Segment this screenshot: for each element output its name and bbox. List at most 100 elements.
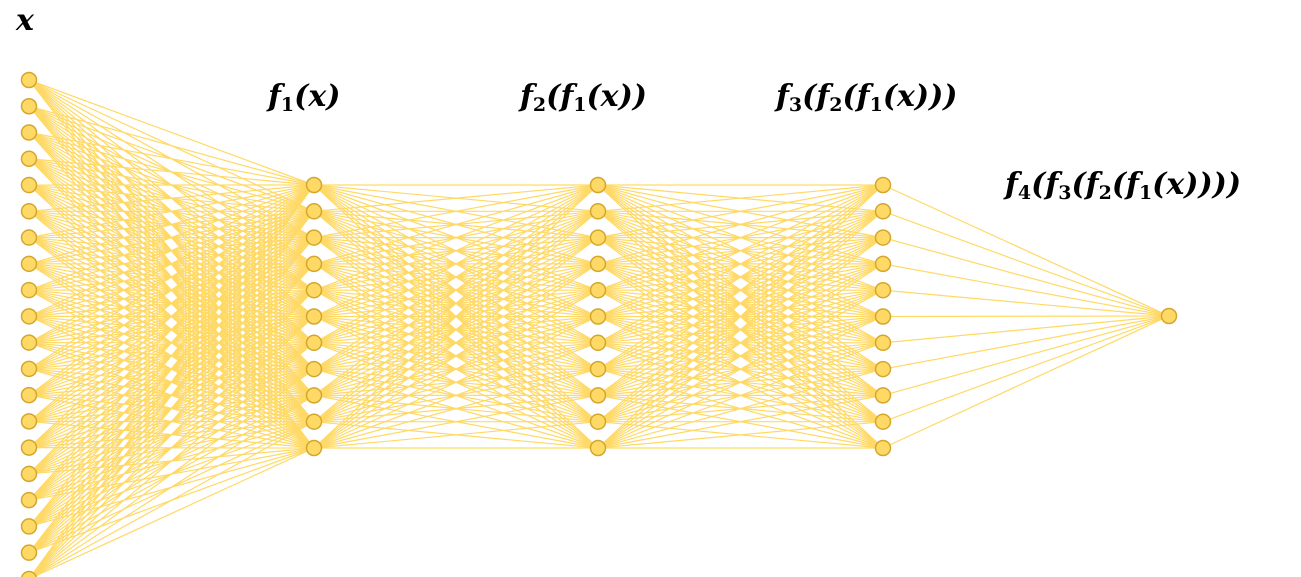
edge-input-17-to-hidden1-0: [28, 184, 315, 527]
edge-input-19-to-hidden1-6: [30, 342, 315, 577]
neuron-hidden2-10: [589, 439, 607, 457]
edge-hidden2-2-to-hidden3-0: [597, 184, 884, 239]
edge-input-8-to-hidden1-0: [28, 184, 315, 291]
edge-input-18-to-hidden1-0: [28, 184, 315, 554]
edge-input-19-to-hidden1-3: [29, 263, 315, 577]
neuron-input-6: [20, 229, 38, 246]
edge-hidden2-7-to-hidden3-0: [597, 184, 884, 370]
neuron-input-8: [20, 281, 38, 299]
neuron-hidden3-7: [874, 360, 892, 378]
edge-hidden1-10-to-hidden2-3: [313, 263, 599, 449]
edge-hidden2-6-to-hidden3-0: [597, 184, 884, 344]
edge-input-6-to-hidden1-0: [28, 184, 315, 239]
edge-input-19-to-hidden1-4: [30, 289, 315, 577]
edge-hidden3-6-to-output-0: [882, 315, 1170, 344]
edge-hidden1-5-to-hidden2-0: [313, 184, 599, 318]
edge-hidden1-8-to-hidden2-0: [313, 184, 599, 396]
edge-hidden1-6-to-hidden2-0: [313, 184, 599, 344]
edge-hidden1-10-to-hidden2-8: [313, 394, 599, 449]
neuron-hidden1-1: [305, 203, 323, 220]
neuron-hidden2-6: [589, 334, 607, 352]
edge-input-14-to-hidden1-0: [28, 184, 315, 449]
neuron-hidden1-4: [305, 281, 323, 299]
edge-input-5-to-hidden1-0: [28, 184, 315, 212]
hidden-layer-1-label: f1(x): [268, 79, 341, 116]
edge-input-19-to-hidden1-0: [29, 184, 315, 577]
edge-hidden2-10-to-hidden3-8: [597, 394, 884, 449]
neuron-hidden1-0: [305, 176, 323, 194]
neuron-hidden2-5: [589, 308, 607, 325]
edge-input-0-to-hidden1-0: [28, 79, 315, 186]
edge-input-11-to-hidden1-0: [28, 184, 315, 370]
edge-hidden3-3-to-output-0: [882, 263, 1170, 317]
edge-hidden1-10-to-hidden2-2: [313, 237, 599, 449]
neuron-hidden3-8: [874, 387, 892, 404]
edge-hidden3-1-to-output-0: [882, 210, 1170, 317]
edge-hidden1-10-to-hidden2-4: [313, 289, 599, 449]
edge-input-13-to-hidden1-0: [28, 184, 315, 422]
edge-input-19-to-hidden1-2: [29, 237, 315, 577]
edge-hidden1-10-to-hidden2-9: [313, 421, 599, 449]
edge-hidden2-5-to-hidden3-0: [597, 184, 884, 318]
edge-hidden3-7-to-output-0: [882, 315, 1170, 370]
edge-input-19-to-hidden1-8: [30, 394, 315, 577]
neuron-hidden3-10: [874, 439, 892, 457]
neuron-output-0: [1160, 307, 1178, 325]
neuron-hidden1-6: [305, 334, 323, 352]
neuron-hidden3-0: [874, 176, 892, 194]
edge-input-15-to-hidden1-0: [28, 184, 315, 475]
neuron-hidden3-4: [874, 281, 892, 299]
neuron-hidden3-5: [874, 308, 892, 325]
neuron-hidden1-3: [305, 255, 323, 273]
edge-input-7-to-hidden1-0: [28, 184, 315, 265]
edge-hidden3-4-to-output-0: [882, 289, 1170, 317]
neuron-input-15: [20, 465, 38, 483]
neuron-input-1: [20, 98, 38, 115]
neuron-input-14: [20, 439, 38, 456]
neuron-hidden2-3: [589, 255, 607, 273]
neuron-input-3: [20, 150, 38, 168]
edge-hidden3-2-to-output-0: [882, 237, 1170, 317]
edge-input-12-to-hidden1-0: [28, 184, 315, 396]
edge-hidden2-10-to-hidden3-0: [597, 184, 884, 449]
neuron-nodes: [20, 71, 1178, 577]
edge-hidden2-4-to-hidden3-0: [597, 184, 884, 291]
edge-hidden1-1-to-hidden2-0: [313, 184, 599, 212]
neuron-hidden3-9: [874, 413, 892, 430]
output-layer-label: f4(f3(f2(f1(x)))): [1005, 167, 1242, 204]
edge-hidden2-10-to-hidden3-5: [597, 315, 884, 449]
edge-input-9-to-hidden1-0: [28, 184, 315, 317]
neuron-hidden2-9: [589, 413, 607, 430]
neuron-input-13: [20, 413, 38, 430]
neuron-hidden1-2: [305, 229, 323, 246]
neuron-hidden3-2: [874, 229, 892, 246]
neuron-hidden1-8: [305, 387, 323, 404]
edge-hidden3-9-to-output-0: [882, 315, 1170, 423]
edge-input-16-to-hidden1-0: [28, 184, 315, 501]
hidden-layer-2-label: f2(f1(x)): [520, 79, 647, 116]
edge-hidden2-10-to-hidden3-4: [597, 289, 884, 449]
edge-hidden2-10-to-hidden3-3: [597, 263, 884, 449]
edge-input-19-to-hidden1-9: [31, 421, 315, 577]
edge-input-2-to-hidden1-0: [28, 131, 315, 186]
neuron-hidden1-9: [305, 413, 323, 430]
edge-input-1-to-hidden1-0: [28, 105, 315, 186]
edge-hidden2-10-to-hidden3-2: [597, 237, 884, 449]
edge-hidden3-5-to-output-0: [882, 315, 1170, 318]
neuron-hidden2-7: [589, 360, 607, 378]
edge-hidden1-10-to-hidden2-6: [313, 342, 599, 449]
neuron-hidden1-7: [305, 360, 323, 378]
neuron-input-12: [20, 386, 38, 404]
neuron-input-0: [20, 71, 38, 89]
neuron-input-2: [20, 124, 38, 141]
edge-hidden2-1-to-hidden3-0: [597, 184, 884, 212]
edge-hidden2-10-to-hidden3-6: [597, 342, 884, 449]
edge-hidden3-0-to-output-0: [882, 184, 1170, 317]
neuron-input-19: [20, 570, 38, 577]
neuron-hidden2-4: [589, 281, 607, 299]
edge-hidden3-10-to-output-0: [882, 315, 1170, 449]
neuron-hidden2-1: [589, 203, 607, 220]
edge-input-19-to-hidden1-7: [30, 368, 315, 577]
edge-hidden2-3-to-hidden3-0: [597, 184, 884, 265]
